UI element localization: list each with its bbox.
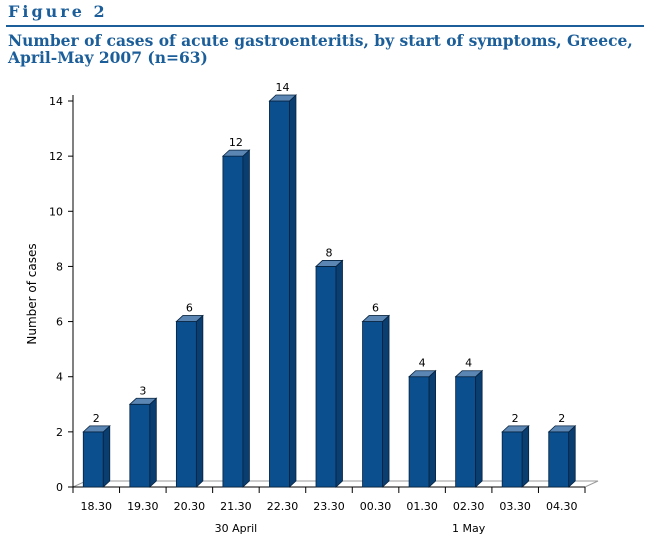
bar-top [408,370,437,378]
bar-side [428,369,436,488]
bar-front [455,376,477,488]
bar-data-label: 6 [372,302,379,315]
bar-side [102,424,111,488]
bar-side [521,424,530,488]
bar-top [547,425,577,433]
x-tick-label: 20.30 [174,500,206,513]
bar-data-label: 4 [419,357,426,370]
bar-top [82,425,111,433]
x-tick-label: 04.30 [546,500,578,513]
bar-front [548,431,570,488]
bar-front [315,266,337,488]
bar-top [501,425,530,433]
bar-top [361,315,391,322]
bar-data-label: 6 [186,302,193,315]
y-tick-label: 0 [56,481,63,494]
bar-data-label: 2 [93,412,100,425]
y-tick-label: 8 [56,260,63,273]
y-tick-label: 2 [56,426,63,439]
bar-data-label: 2 [558,412,565,425]
bar-front [362,321,383,488]
y-axis-label: Number of cases [25,243,39,344]
bar-side [382,314,390,488]
bar-data-label: 3 [139,384,146,397]
bar-top [454,370,484,378]
bar-top [128,397,158,405]
bar-top [221,149,251,157]
x-tick-label: 19.30 [127,500,159,513]
x-tick-label: 23.30 [313,500,345,513]
bar-side [289,94,297,488]
bar-data-label: 2 [512,412,519,425]
bar-side [242,149,250,488]
bar-side [335,259,343,488]
bar-data-label: 4 [465,357,472,370]
y-tick-label: 6 [56,316,63,329]
x-tick-label: 02.30 [453,500,485,513]
bar-top [314,260,344,267]
bar-data-label: 8 [326,246,333,259]
title-rule [6,25,644,27]
chart-title: Number of cases of acute gastroenteritis… [8,31,633,67]
bar-front [82,431,104,488]
x-tick-label: 01.30 [406,500,438,513]
bar-data-label: 14 [275,81,289,94]
bar-front [129,403,151,488]
bar-data-label: 12 [229,136,243,149]
bar-front [408,376,430,488]
x-tick-label: 21.30 [220,500,252,513]
bar-side [475,369,483,488]
bar-top [268,94,297,102]
figure-label: Figure 2 [8,2,108,21]
bar-side [195,314,204,488]
date-group-label: 1 May [452,522,486,535]
x-tick-label: 03.30 [499,500,531,513]
x-tick-label: 22.30 [267,500,299,513]
y-tick-label: 10 [49,205,63,218]
y-tick-label: 14 [49,95,63,108]
x-tick-label: 00.30 [360,500,392,513]
bar-side [568,424,576,488]
x-tick-label: 18.30 [81,500,113,513]
date-group-label: 30 April [215,522,258,535]
bar-front [501,431,523,488]
bar-top [175,315,204,322]
bar-side [149,397,157,488]
y-tick-label: 12 [49,150,63,163]
bar-front [222,155,244,488]
bar-front [175,321,197,488]
bar-front [269,100,290,488]
y-tick-label: 4 [56,371,63,384]
